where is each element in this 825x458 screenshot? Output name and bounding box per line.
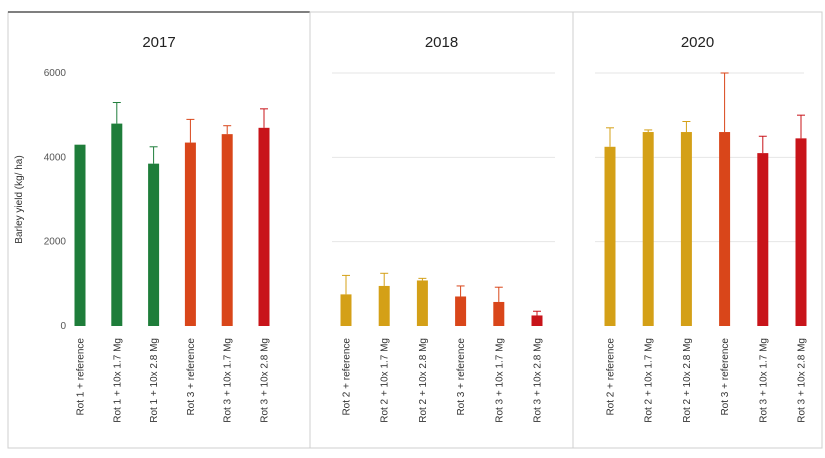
bar [531,315,543,326]
y-tick-label: 0 [60,321,66,332]
bar [795,138,807,326]
bar [604,146,616,326]
panel-title: 2018 [425,34,458,51]
bar [378,285,390,326]
panel-frame [572,11,823,449]
panel-title: 2020 [681,34,714,51]
chart-panel-2018: 2018 Rot 2 + reference Rot 2 + 10x 1.7 Mg R… [309,11,574,449]
bar [221,134,233,326]
y-tick-label: 4000 [44,152,67,163]
bar [416,280,428,326]
category-label: Rot 2 + reference [606,338,617,416]
bar [184,142,196,326]
panel-title: 2017 [142,34,175,51]
bar [680,132,692,326]
y-tick-label: 2000 [44,237,67,248]
bar [757,153,769,326]
bar [642,132,654,326]
bar [258,127,270,326]
y-axis-label: Barley yield (kg/ ha) [14,155,25,243]
category-label: Rot 1 + 10x 2.8 Mg [149,338,160,423]
bar [455,296,467,326]
category-label: Rot 3 + 10x 2.8 Mg [260,338,271,423]
y-tick-label: 6000 [44,68,67,79]
bar [148,163,160,326]
category-label: Rot 2 + 10x 1.7 Mg [380,338,391,423]
bar [493,301,505,326]
bar [74,144,86,326]
category-label: Rot 2 + reference [342,338,353,416]
category-label: Rot 3 + 10x 1.7 Mg [223,338,234,423]
bar [719,132,731,326]
category-label: Rot 1 + reference [76,338,87,416]
category-label: Rot 2 + 10x 2.8 Mg [682,338,693,423]
category-label: Rot 1 + 10x 1.7 Mg [112,338,123,423]
bar [340,294,352,326]
bar [111,123,123,326]
category-label: Rot 2 + 10x 1.7 Mg [644,338,655,423]
chart-panel-2020: 2020 Rot 2 + reference Rot 2 + 10x 1.7 Mg R… [572,11,823,449]
category-label: Rot 3 + 10x 1.7 Mg [494,338,505,423]
category-label: Rot 2 + 10x 2.8 Mg [418,338,429,423]
category-label: Rot 3 + 10x 2.8 Mg [797,338,808,423]
chart-panel-2017: 2017 0 2000 4000 6000 Barley yield (kg/ ha) Ro… [7,11,311,449]
category-label: Rot 3 + reference [186,338,197,416]
category-label: Rot 3 + 10x 2.8 Mg [533,338,544,423]
category-label: Rot 3 + 10x 1.7 Mg [758,338,769,423]
category-label: Rot 3 + reference [720,338,731,416]
category-label: Rot 3 + reference [456,338,467,416]
